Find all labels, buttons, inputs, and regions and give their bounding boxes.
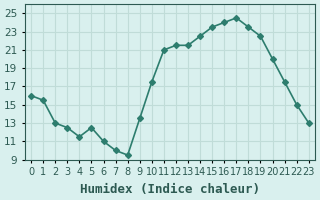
X-axis label: Humidex (Indice chaleur): Humidex (Indice chaleur): [80, 183, 260, 196]
